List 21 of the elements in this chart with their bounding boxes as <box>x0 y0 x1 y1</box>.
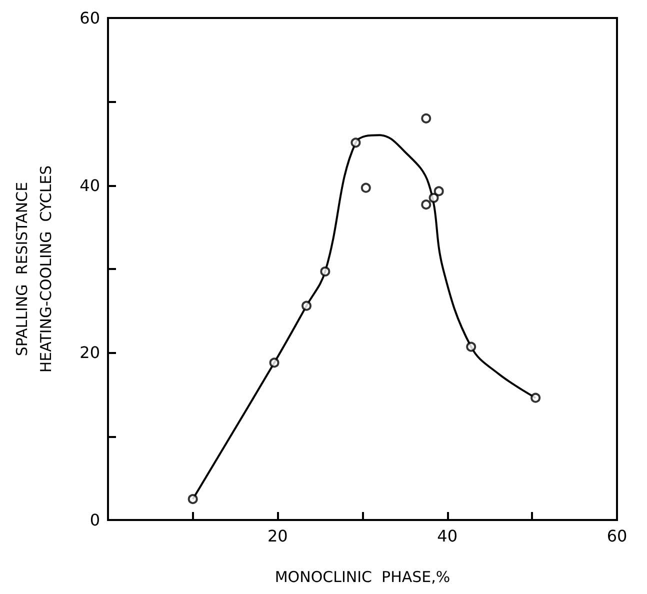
point <box>350 138 361 148</box>
x-tick-label: 20 <box>267 526 288 546</box>
point <box>421 113 432 124</box>
x-tick-label: 60 <box>606 526 628 546</box>
point <box>434 186 444 196</box>
point <box>302 300 312 311</box>
y-axis-title: SPALLING RESISTANCE HEATING-COOLING CYCLES <box>13 165 55 373</box>
point <box>269 358 280 368</box>
x-tick-label: 40 <box>437 526 458 546</box>
point <box>320 266 330 277</box>
point <box>530 392 541 403</box>
point <box>428 192 439 203</box>
point <box>188 494 198 504</box>
point <box>360 182 371 193</box>
point <box>421 200 432 210</box>
point <box>466 342 476 352</box>
y-tick-label: 60 <box>80 8 100 28</box>
x-axis-title: MONOCLINIC PHASE,% <box>274 568 450 586</box>
y-tick-label: 20 <box>80 343 100 362</box>
y-tick-label: 40 <box>80 176 100 195</box>
y-tick-label: 0 <box>90 510 100 530</box>
